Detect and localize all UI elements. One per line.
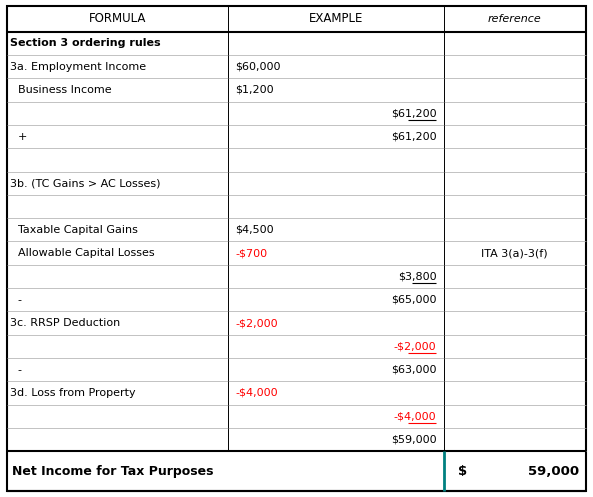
Text: 59,000: 59,000 bbox=[528, 465, 579, 478]
Text: ITA 3(a)-3(f): ITA 3(a)-3(f) bbox=[482, 248, 548, 258]
Text: 3b. (TC Gains > AC Losses): 3b. (TC Gains > AC Losses) bbox=[10, 178, 161, 188]
Text: Net Income for Tax Purposes: Net Income for Tax Purposes bbox=[12, 465, 213, 478]
Text: Section 3 ordering rules: Section 3 ordering rules bbox=[10, 38, 161, 48]
Text: $61,200: $61,200 bbox=[391, 108, 436, 118]
Text: $63,000: $63,000 bbox=[391, 365, 436, 375]
Text: 3c. RRSP Deduction: 3c. RRSP Deduction bbox=[10, 318, 120, 328]
Text: -$2,000: -$2,000 bbox=[235, 318, 278, 328]
Text: reference: reference bbox=[488, 14, 541, 24]
Text: 3a. Employment Income: 3a. Employment Income bbox=[10, 62, 146, 72]
Text: 3d. Loss from Property: 3d. Loss from Property bbox=[10, 388, 136, 398]
Text: $4,500: $4,500 bbox=[235, 225, 274, 235]
Text: $: $ bbox=[458, 465, 467, 478]
Text: -: - bbox=[18, 295, 22, 305]
Text: -$4,000: -$4,000 bbox=[235, 388, 278, 398]
Text: $3,800: $3,800 bbox=[398, 271, 436, 281]
Text: +: + bbox=[18, 132, 27, 142]
Text: -$700: -$700 bbox=[235, 248, 267, 258]
Text: $65,000: $65,000 bbox=[391, 295, 436, 305]
Text: EXAMPLE: EXAMPLE bbox=[309, 12, 363, 25]
Text: $61,200: $61,200 bbox=[391, 132, 436, 142]
Text: -: - bbox=[18, 365, 22, 375]
Text: $60,000: $60,000 bbox=[235, 62, 281, 72]
Text: $59,000: $59,000 bbox=[391, 434, 436, 445]
Text: Taxable Capital Gains: Taxable Capital Gains bbox=[18, 225, 138, 235]
Text: -$2,000: -$2,000 bbox=[394, 341, 436, 351]
Text: FORMULA: FORMULA bbox=[89, 12, 146, 25]
Text: $1,200: $1,200 bbox=[235, 85, 274, 95]
Text: -$4,000: -$4,000 bbox=[394, 412, 436, 421]
Text: Allowable Capital Losses: Allowable Capital Losses bbox=[18, 248, 154, 258]
Text: Business Income: Business Income bbox=[18, 85, 111, 95]
